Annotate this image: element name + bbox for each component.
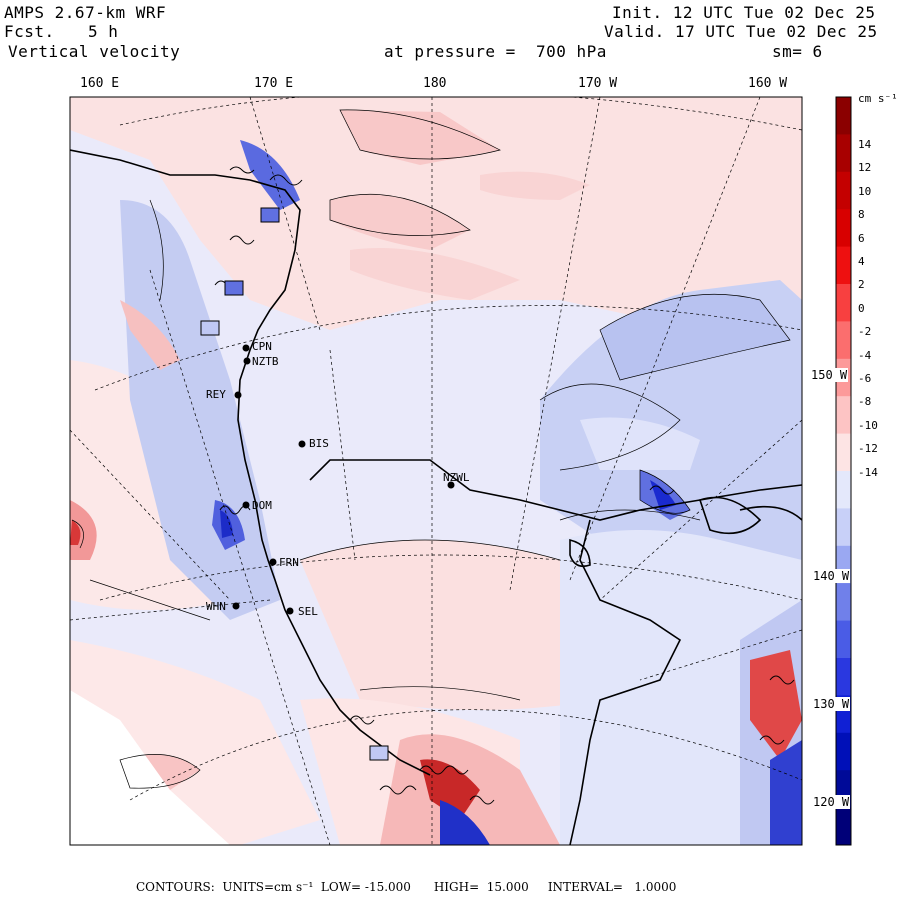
colorbar	[836, 97, 851, 846]
colorbar-tick-label: 14	[858, 138, 872, 151]
station-cpn-marker	[242, 344, 250, 352]
colorbar-tick-label: -4	[858, 348, 872, 362]
colorbar-swatch	[836, 658, 851, 696]
station-rey-marker	[234, 391, 242, 399]
valid-time: Valid. 17 UTC Tue 02 Dec 25	[604, 22, 878, 41]
station-label-nztb: NZTB	[252, 355, 279, 368]
colorbar-swatch	[836, 583, 851, 622]
lat-label-130w: 130 W	[812, 697, 851, 711]
field-name: Vertical velocity	[8, 42, 181, 61]
station-sel-marker	[286, 607, 294, 615]
colorbar-swatch	[836, 471, 851, 509]
colorbar-tick-label: -6	[858, 372, 872, 385]
lon-label-170e: 170 E	[254, 76, 294, 91]
colorbar-tick-label: -14	[858, 465, 878, 479]
colorbar-swatch	[836, 620, 851, 659]
lat-label-150w: 150 W	[810, 368, 849, 382]
init-time: Init. 12 UTC Tue 02 Dec 25	[612, 3, 876, 22]
colorbar-swatch	[836, 284, 851, 322]
colorbar-tick-label: -10	[858, 418, 878, 432]
colorbar-swatch	[836, 807, 851, 846]
station-nztb-marker	[243, 357, 251, 365]
lon-label-160e: 160 E	[80, 76, 120, 91]
colorbar-swatch	[836, 97, 851, 135]
station-whn-marker	[232, 602, 240, 610]
colorbar-swatch	[836, 321, 851, 360]
colorbar-swatch	[836, 134, 851, 173]
colorbar-swatch	[836, 246, 851, 285]
smoothing: sm= 6	[772, 42, 823, 61]
colorbar-swatch	[836, 732, 851, 771]
colorbar-tick-label: 2	[858, 278, 865, 292]
colorbar-tick-label: -8	[858, 395, 872, 409]
forecast-label: Fcst.	[4, 22, 55, 41]
lat-label-120w: 120 W	[812, 795, 851, 809]
lat-label-140w: 140 W	[812, 569, 851, 583]
lon-label-170w: 170 W	[578, 76, 618, 91]
colorbar-tick-label: -2	[858, 325, 872, 339]
station-label-cpn: CPN	[252, 340, 272, 353]
colorbar-tick-label: 12	[858, 161, 872, 175]
station-label-frn: FRN	[279, 556, 299, 569]
station-label-rey: REY	[206, 388, 226, 401]
pressure-level: at pressure = 700 hPa	[384, 42, 607, 61]
lon-label-180: 180	[423, 76, 447, 91]
station-frn-marker	[269, 558, 277, 566]
station-dom-marker	[242, 501, 250, 509]
station-nzwl-marker	[447, 481, 455, 489]
station-label-dom: DOM	[252, 499, 272, 512]
colorbar-swatch	[836, 209, 851, 248]
station-label-whn: WHN	[206, 600, 226, 613]
colorbar-tick-label: 0	[858, 301, 865, 315]
colorbar-tick-label: 4	[858, 255, 865, 268]
forecast-hours: 5 h	[88, 22, 119, 41]
colorbar-swatch	[836, 508, 851, 547]
colorbar-swatch	[836, 396, 851, 435]
station-label-sel: SEL	[298, 605, 318, 618]
station-label-bis: BIS	[309, 437, 329, 450]
station-bis-marker	[298, 440, 306, 448]
contour-info: CONTOURS: UNITS=cm s⁻¹ LOW= -15.000 HIGH…	[136, 880, 677, 894]
colorbar-tick-label: -12	[858, 442, 878, 456]
colorbar-tick-label: 8	[858, 208, 865, 222]
lon-label-160w: 160 W	[748, 76, 788, 91]
colorbar-swatch	[836, 171, 851, 210]
station-label-nzwl: NZWL	[443, 471, 470, 484]
colorbar-tick-label: 10	[858, 184, 872, 198]
colorbar-tick-label: 6	[858, 231, 865, 245]
model-title: AMPS 2.67-km WRF	[4, 3, 167, 22]
colorbar-units: cm s⁻¹	[858, 92, 898, 105]
colorbar-swatch	[836, 433, 851, 472]
